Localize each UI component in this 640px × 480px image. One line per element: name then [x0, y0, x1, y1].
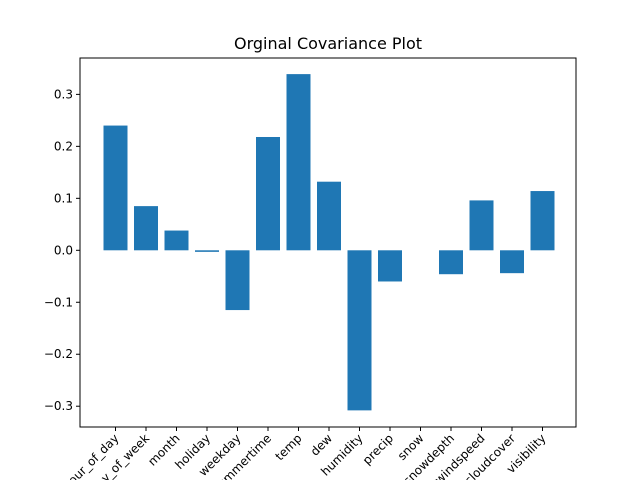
- y-tick-label: 0.0: [54, 243, 73, 257]
- y-tick-label: 0.3: [54, 87, 73, 101]
- x-axis: hour_of_dayday_of_weekmonthholidayweekda…: [60, 427, 549, 480]
- bar-cloudcover: [500, 250, 524, 274]
- y-tick-label: −0.3: [44, 399, 73, 413]
- bar-temp: [286, 74, 311, 251]
- bar-dew: [317, 181, 341, 251]
- bar-hour-of-day: [103, 125, 128, 251]
- y-tick-label: 0.2: [54, 139, 73, 153]
- bar-precip: [378, 250, 402, 282]
- bar-weekday: [225, 250, 250, 311]
- bar-day-of-week: [134, 206, 158, 251]
- y-axis: −0.3 −0.2 −0.1 0.0 0.1 0.2 0.3: [44, 87, 80, 413]
- bars-group: [103, 74, 555, 411]
- bar-snowdepth: [439, 250, 463, 275]
- x-tick-label: precip: [360, 431, 396, 467]
- y-tick-label: 0.1: [54, 191, 73, 205]
- y-tick-label: −0.2: [44, 347, 73, 361]
- bar-windspeed: [469, 200, 494, 251]
- bar-month: [164, 230, 189, 251]
- bar-humidity: [347, 250, 372, 411]
- bar-visibility: [530, 191, 555, 251]
- chart-title: Orginal Covariance Plot: [234, 34, 422, 53]
- x-tick-label: temp: [273, 431, 305, 463]
- y-tick-label: −0.1: [44, 295, 73, 309]
- bar-holiday: [195, 250, 219, 252]
- plot-frame: [79, 57, 577, 428]
- bar-summertime: [256, 136, 280, 251]
